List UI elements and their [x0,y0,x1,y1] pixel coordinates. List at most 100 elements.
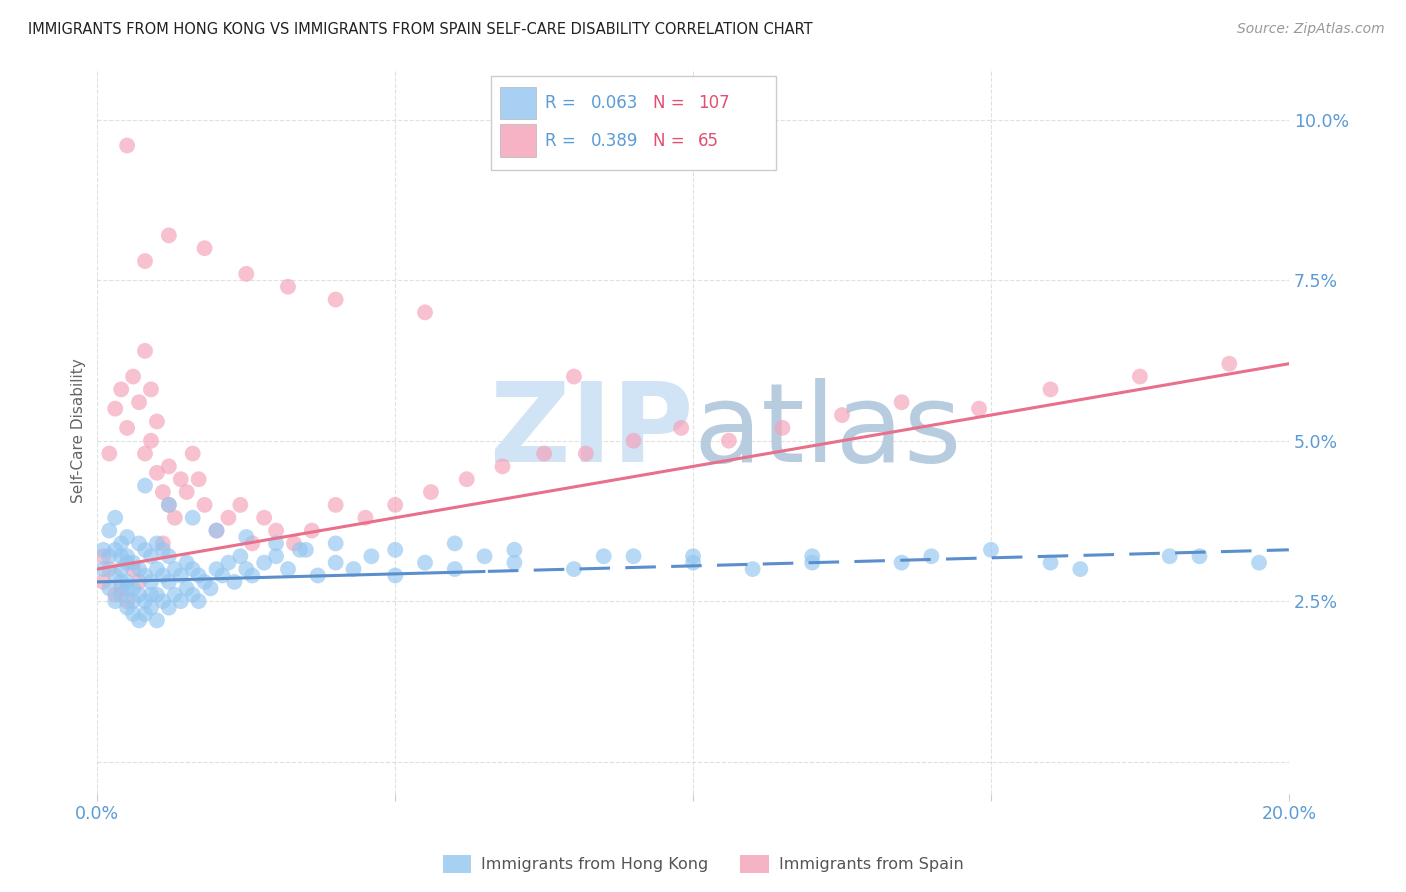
Point [104,510,127,524]
Point [115,556,138,570]
Point [420,485,443,500]
Point [623,434,645,448]
Point [115,594,138,608]
Point [115,600,138,615]
Point [122,607,145,621]
Point [229,498,252,512]
Point [890,395,912,409]
Point [181,510,204,524]
Point [890,556,912,570]
Point [1159,549,1181,564]
Point [456,472,478,486]
Text: atlas: atlas [693,377,962,484]
Point [235,530,257,544]
Legend: Immigrants from Hong Kong, Immigrants from Spain: Immigrants from Hong Kong, Immigrants fr… [436,848,970,880]
Point [187,472,209,486]
Point [491,459,513,474]
Point [146,536,169,550]
Point [134,343,156,358]
Point [741,562,763,576]
Point [170,472,193,486]
Point [157,600,180,615]
Point [115,530,138,544]
Point [503,542,526,557]
Point [157,574,180,589]
Point [122,556,145,570]
Point [503,556,526,570]
Text: N =: N = [652,94,689,112]
Point [301,524,323,538]
Point [128,614,150,628]
Point [146,415,169,429]
Point [562,369,585,384]
Point [139,574,162,589]
Point [240,536,263,550]
Point [1039,556,1062,570]
Point [307,568,329,582]
Point [128,536,150,550]
Point [253,556,276,570]
Point [104,401,127,416]
Point [443,536,465,550]
Point [217,510,239,524]
Point [533,446,555,460]
Point [134,568,156,582]
Point [146,588,169,602]
Point [205,524,228,538]
Point [717,434,740,448]
Point [157,459,180,474]
Point [194,498,217,512]
Point [194,241,217,255]
Point [264,549,287,564]
Point [139,434,162,448]
Point [115,574,138,589]
Point [157,498,180,512]
Point [115,421,138,435]
Point [772,421,794,435]
Point [682,549,704,564]
Point [134,446,156,460]
Point [211,568,233,582]
Point [1129,369,1152,384]
Point [163,588,186,602]
Point [176,485,198,500]
Point [152,594,174,608]
Point [98,446,121,460]
Point [181,588,204,602]
Point [264,536,287,550]
Point [1039,383,1062,397]
Point [157,549,180,564]
Point [128,588,150,602]
Point [104,588,127,602]
Point [360,549,382,564]
Point [384,568,406,582]
Point [325,556,347,570]
Point [98,562,121,576]
Point [253,510,276,524]
Point [1188,549,1211,564]
Point [562,562,585,576]
Text: Source: ZipAtlas.com: Source: ZipAtlas.com [1237,22,1385,37]
Point [200,582,222,596]
Point [139,588,162,602]
Point [176,582,198,596]
Point [128,562,150,576]
FancyBboxPatch shape [501,87,536,120]
Point [139,549,162,564]
Point [110,383,132,397]
Point [325,293,347,307]
Text: IMMIGRANTS FROM HONG KONG VS IMMIGRANTS FROM SPAIN SELF-CARE DISABILITY CORRELAT: IMMIGRANTS FROM HONG KONG VS IMMIGRANTS … [28,22,813,37]
Point [181,446,204,460]
Text: N =: N = [652,132,689,150]
Point [104,568,127,582]
Point [413,305,436,319]
Point [122,369,145,384]
Point [1247,556,1270,570]
Point [1218,357,1240,371]
Point [384,498,406,512]
Point [283,536,305,550]
Text: 0.389: 0.389 [591,132,638,150]
Point [295,542,318,557]
Point [235,562,257,576]
Point [91,574,114,589]
